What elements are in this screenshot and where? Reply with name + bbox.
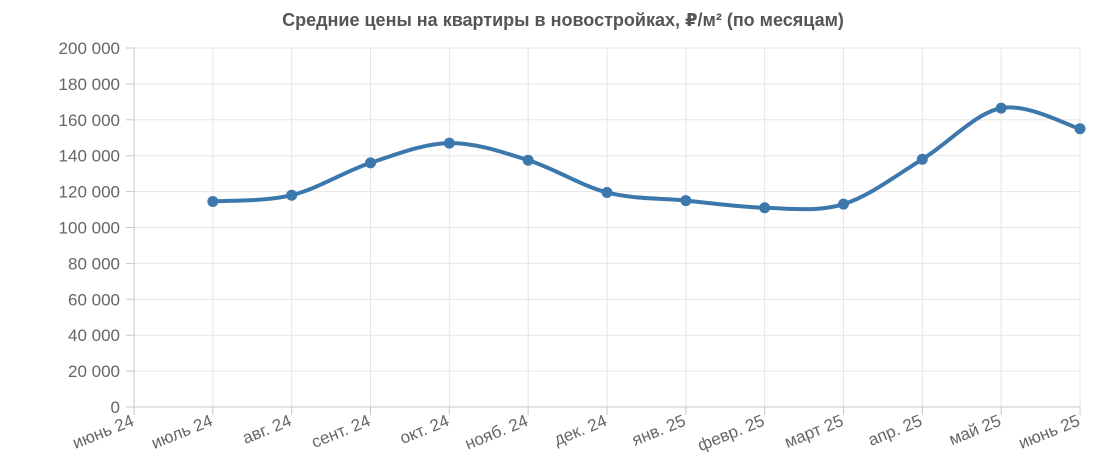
- data-point: [759, 202, 771, 214]
- x-tick-label: окт. 24: [397, 411, 452, 448]
- y-tick-label: 160 000: [59, 111, 120, 130]
- x-tick-label: март 25: [782, 411, 846, 452]
- data-point: [1074, 123, 1086, 135]
- x-tick-label: июнь 25: [1016, 411, 1083, 453]
- series-line: [210, 105, 1082, 212]
- data-series: [207, 102, 1086, 214]
- data-point: [207, 195, 219, 207]
- data-point: [443, 137, 455, 149]
- data-point: [601, 186, 613, 198]
- y-axis-ticks: 0 20 000 40 000 60 000 80 000 100 000 120 000 1…: [59, 39, 134, 417]
- y-tick-label: 20 000: [68, 362, 120, 381]
- y-tick-label: 200 000: [59, 39, 120, 58]
- y-tick-label: 100 000: [59, 219, 120, 238]
- y-tick-label: 80 000: [68, 254, 120, 273]
- x-tick-label: февр. 25: [695, 411, 767, 455]
- x-tick-label: авг. 24: [240, 411, 294, 448]
- data-point: [680, 195, 692, 207]
- chart-title: Средние цены на квартиры в новостройках,…: [282, 10, 844, 30]
- y-tick-label: 120 000: [59, 183, 120, 202]
- x-tick-label: апр. 25: [865, 411, 924, 450]
- x-tick-label: янв. 25: [629, 411, 688, 450]
- data-point: [916, 153, 928, 165]
- y-tick-label: 0: [111, 398, 120, 417]
- x-axis-ticks: июнь 24 июль 24 авг. 24 сент. 24 окт. 24 нояб…: [70, 407, 1083, 455]
- data-point: [838, 198, 849, 210]
- x-tick-label: май 25: [946, 411, 1003, 449]
- x-tick-label: дек. 24: [551, 411, 609, 449]
- x-tick-label: июль 24: [149, 411, 216, 453]
- data-point: [286, 189, 298, 201]
- x-tick-label: июнь 24: [70, 411, 137, 453]
- x-tick-label: нояб. 24: [462, 411, 530, 453]
- y-tick-label: 40 000: [68, 326, 120, 345]
- data-point: [995, 102, 1007, 114]
- y-tick-label: 140 000: [59, 147, 120, 166]
- data-point: [365, 157, 376, 169]
- y-tick-label: 60 000: [68, 290, 120, 309]
- data-point: [522, 154, 534, 166]
- grid-lines: [133, 47, 1081, 408]
- x-tick-label: сент. 24: [309, 411, 373, 452]
- y-tick-label: 180 000: [59, 75, 120, 94]
